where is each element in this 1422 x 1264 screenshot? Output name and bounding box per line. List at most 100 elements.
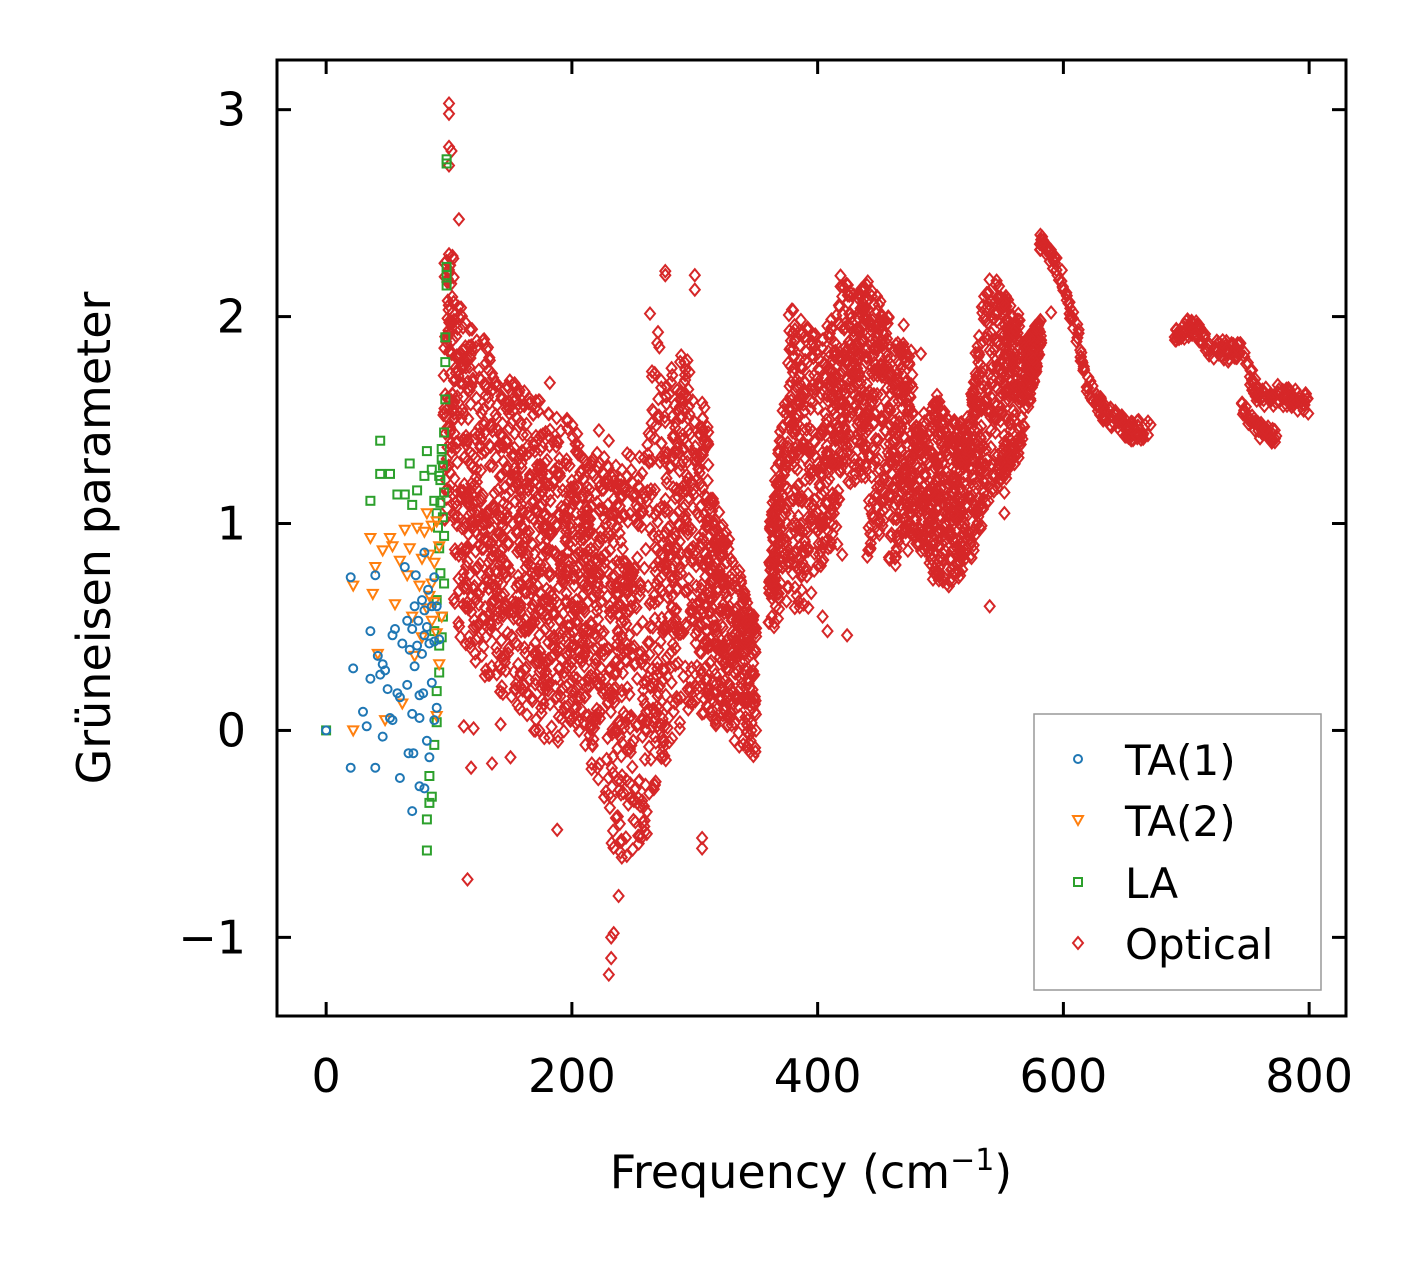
optical-point — [1144, 417, 1157, 433]
optical-point — [581, 511, 595, 527]
optical-point — [451, 454, 464, 470]
optical-point — [830, 536, 844, 552]
optical-point — [665, 409, 679, 425]
optical-point — [680, 467, 694, 483]
optical-point — [602, 433, 616, 449]
optical-point — [674, 457, 688, 473]
optical-point — [905, 367, 919, 383]
optical-point — [640, 826, 654, 842]
optical-point — [798, 413, 812, 429]
optical-point — [513, 701, 527, 717]
optical-point — [560, 586, 573, 602]
ta2-point — [430, 628, 444, 641]
optical-point — [626, 841, 640, 857]
optical-point — [673, 714, 687, 730]
optical-point — [572, 650, 586, 667]
optical-point — [577, 553, 591, 569]
optical-point — [902, 355, 916, 371]
optical-point — [471, 559, 485, 575]
ta1-point — [399, 562, 410, 572]
optical-point — [452, 211, 466, 227]
optical-point — [1133, 426, 1146, 442]
optical-point — [835, 547, 849, 563]
optical-point — [896, 336, 910, 352]
optical-point — [535, 562, 549, 578]
optical-point — [785, 517, 799, 534]
optical-point — [1301, 405, 1315, 422]
optical-point — [689, 454, 702, 470]
optical-point — [609, 666, 623, 682]
optical-point — [972, 347, 986, 363]
optical-point — [474, 462, 488, 479]
optical-point — [732, 563, 746, 579]
data-points — [321, 95, 1315, 983]
optical-point — [446, 248, 459, 264]
optical-point — [890, 472, 904, 488]
x-tick-label: 400 — [774, 1049, 862, 1103]
optical-point — [793, 367, 806, 383]
optical-point — [660, 649, 674, 666]
optical-point — [749, 722, 763, 739]
optical-point — [789, 421, 803, 437]
optical-point — [885, 412, 899, 428]
optical-point — [600, 751, 614, 767]
optical-point — [1169, 332, 1183, 349]
optical-point — [593, 586, 606, 602]
optical-point — [636, 614, 650, 630]
optical-point — [701, 457, 715, 473]
optical-point — [501, 458, 514, 475]
optical-point — [620, 445, 634, 462]
optical-point — [861, 542, 875, 558]
optical-point — [985, 390, 999, 406]
optical-point — [897, 317, 911, 333]
optical-point — [1009, 321, 1022, 338]
optical-point — [607, 507, 621, 523]
optical-point — [708, 568, 722, 584]
optical-point — [975, 365, 989, 381]
optical-point — [825, 319, 838, 336]
optical-point — [861, 274, 875, 290]
optical-point — [729, 688, 743, 705]
optical-point — [540, 546, 554, 562]
optical-point — [634, 712, 648, 728]
ta1-point — [365, 626, 376, 637]
optical-point — [607, 467, 621, 484]
ta1-point — [402, 615, 413, 626]
optical-point — [459, 339, 472, 355]
optical-point — [815, 486, 828, 502]
ta2-point — [385, 541, 400, 554]
optical-point — [741, 627, 755, 644]
optical-point — [603, 528, 617, 544]
optical-point — [721, 717, 735, 733]
optical-point — [798, 352, 812, 368]
optical-point — [542, 729, 556, 746]
optical-point — [1023, 351, 1036, 367]
optical-point — [510, 476, 523, 492]
optical-point — [1245, 362, 1259, 378]
optical-point — [791, 529, 805, 545]
optical-point — [606, 749, 620, 765]
ta1-point — [387, 715, 398, 726]
optical-point — [847, 354, 861, 370]
y-tick-label: −1 — [178, 910, 246, 964]
optical-point — [953, 495, 967, 511]
optical-point — [613, 714, 627, 730]
optical-point — [448, 425, 461, 442]
optical-point — [660, 475, 674, 491]
optical-point — [783, 378, 796, 394]
optical-point — [776, 420, 789, 436]
optical-point — [873, 477, 887, 493]
optical-point — [703, 655, 717, 671]
optical-point — [795, 582, 808, 598]
optical-point — [801, 438, 815, 454]
optical-point — [746, 668, 760, 684]
optical-point — [659, 621, 673, 637]
optical-point — [597, 647, 611, 663]
optical-point — [460, 595, 474, 611]
optical-point — [787, 454, 801, 470]
optical-point — [868, 406, 881, 422]
optical-point — [438, 269, 452, 285]
optical-point — [839, 423, 853, 439]
optical-point — [623, 567, 637, 583]
optical-point — [536, 427, 550, 443]
